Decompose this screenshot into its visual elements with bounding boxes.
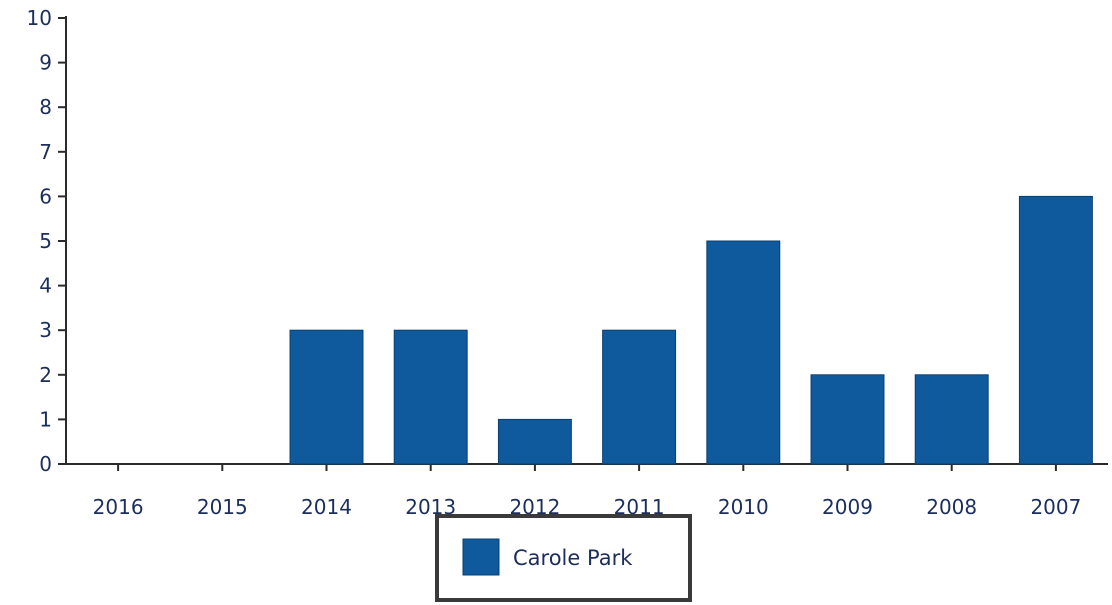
bar-2012 bbox=[497, 418, 572, 465]
bar-2014 bbox=[289, 329, 364, 465]
y-tick-label: 5 bbox=[39, 229, 52, 253]
y-tick-label: 0 bbox=[39, 452, 52, 476]
x-tick-label: 2010 bbox=[718, 495, 769, 519]
y-tick-label: 7 bbox=[39, 140, 52, 164]
x-axis: 2016 2015 2014 2013 2012 2011 2010 2009 2008 2007 bbox=[66, 463, 1108, 519]
legend: Carole Park bbox=[435, 514, 692, 602]
bar-series-carole-park bbox=[289, 195, 1093, 465]
bar-2010 bbox=[706, 240, 781, 465]
x-tick-label: 2009 bbox=[822, 495, 873, 519]
bar-2011 bbox=[602, 329, 677, 465]
bar-2008 bbox=[914, 374, 989, 465]
legend-label: Carole Park bbox=[513, 546, 633, 570]
bar-2009 bbox=[810, 374, 885, 465]
y-tick-label: 6 bbox=[39, 184, 52, 208]
y-tick-label: 1 bbox=[39, 407, 52, 431]
x-tick-label: 2007 bbox=[1030, 495, 1081, 519]
x-tick-label: 2016 bbox=[93, 495, 144, 519]
y-tick-label: 4 bbox=[39, 274, 52, 298]
y-tick-label: 10 bbox=[27, 6, 52, 30]
y-tick-label: 9 bbox=[39, 51, 52, 75]
y-tick-label: 8 bbox=[39, 95, 52, 119]
y-tick-label: 3 bbox=[39, 318, 52, 342]
x-tick-label: 2008 bbox=[926, 495, 977, 519]
x-tick-label: 2014 bbox=[301, 495, 352, 519]
bar-2013 bbox=[393, 329, 468, 465]
legend-swatch bbox=[462, 538, 500, 576]
y-tick-label: 2 bbox=[39, 363, 52, 387]
y-axis: 0 1 2 3 4 5 6 7 8 9 10 bbox=[27, 6, 67, 476]
bar-2007 bbox=[1018, 195, 1093, 465]
x-tick-label: 2015 bbox=[197, 495, 248, 519]
